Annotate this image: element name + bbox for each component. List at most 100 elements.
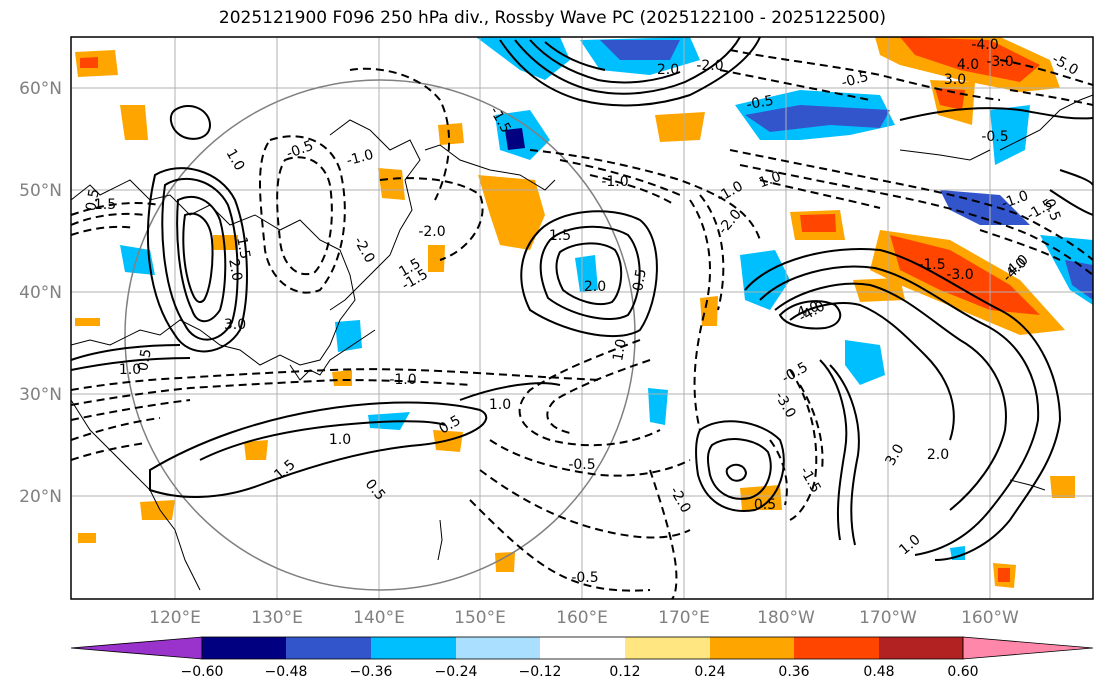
contour-label: 0.5: [1041, 197, 1064, 223]
x-tick-label: 170°E: [658, 608, 710, 628]
contour-label: -1.0: [601, 174, 628, 190]
contour-label: -4.0: [971, 37, 998, 53]
pos-patch: [80, 57, 98, 68]
pos-patch: [120, 105, 148, 140]
map-panel: [70, 36, 1094, 600]
pos-patch: [78, 533, 96, 543]
y-tick-label: 50°N: [19, 181, 62, 201]
pos-patch: [740, 485, 782, 510]
colorbar-tick-label: 0.60: [947, 664, 978, 680]
colorbar-bin: [540, 637, 625, 659]
x-tick-label: 140°E: [353, 608, 405, 628]
contour-label: 1.5: [549, 228, 571, 244]
pos-patch: [75, 318, 100, 326]
contour-label: -1.0: [345, 147, 376, 170]
y-tick-label: 60°N: [19, 79, 62, 99]
pos-patch: [438, 123, 464, 145]
reference-circle: [124, 79, 636, 591]
contour-label: -0.5: [571, 570, 598, 586]
colorbar-bin: [202, 637, 286, 659]
contour-label: 2.0: [657, 62, 679, 78]
neg-patch: [845, 340, 885, 385]
contour-label: -1.0: [389, 372, 416, 388]
contour-label: 1.0: [757, 169, 783, 192]
contour-label: -3.0: [986, 54, 1013, 70]
map-frame: [70, 36, 1094, 600]
colorbar-outline: [201, 636, 964, 660]
colorbar-tick-label: −0.60: [181, 664, 224, 680]
contour-label: -1.5: [918, 257, 945, 273]
contour-label: -3.0: [946, 267, 973, 283]
neg-patch: [600, 40, 680, 60]
colorbar-tick-label: 0.24: [694, 664, 725, 680]
pos-patch: [378, 168, 405, 200]
contour-label: -0.5: [568, 457, 595, 473]
y-tick-label: 30°N: [19, 385, 62, 405]
pos-patch: [900, 37, 1040, 82]
colorbar-tick-label: −0.24: [435, 664, 478, 680]
neg-patch: [745, 105, 890, 132]
colorbar-bin: [710, 637, 794, 659]
colorbar-tick-label: 0.12: [609, 664, 640, 680]
pos-patch: [495, 552, 515, 572]
colorbar-bin: [456, 637, 540, 659]
contour-label: 2.0: [584, 279, 606, 295]
contour-label: -2.0: [418, 224, 445, 240]
contour-label: 2.0: [225, 258, 245, 283]
pos-patch: [935, 88, 965, 110]
x-tick-label: 160°E: [556, 608, 608, 628]
pos-patch: [1050, 476, 1075, 498]
pos-patch: [140, 500, 175, 520]
contour-label: 1.0: [610, 338, 630, 363]
contour-label: 1.0: [329, 432, 351, 448]
pos-patch: [655, 112, 705, 142]
pos-patch: [244, 440, 268, 460]
colorbar-tick-label: −0.48: [265, 664, 308, 680]
y-tick-label: 40°N: [19, 283, 62, 303]
colorbar-tick-label: 0.36: [778, 664, 809, 680]
pos-patch: [700, 296, 718, 326]
colorbar-bin: [371, 637, 456, 659]
contour-label: 1.5: [233, 236, 253, 261]
map-title: 2025121900 F096 250 hPa div., Rossby Wav…: [218, 8, 887, 28]
contour-label: -2.0: [696, 58, 723, 74]
x-tick-label: 150°E: [454, 608, 506, 628]
x-axis: 120°E 130°E 140°E 150°E 160°E 170°E 180°…: [149, 608, 1019, 628]
colorbar-tick-label: −0.36: [350, 664, 393, 680]
colorbar-extend-high: [962, 636, 1094, 660]
pos-patch: [478, 175, 545, 250]
colorbar-bin: [879, 637, 963, 659]
contour-labels: -0.5-0.5-0.5-0.5-0.5-0.5-0.5-1.0-1.0-1.0…: [83, 37, 1081, 586]
pos-patch: [800, 214, 836, 232]
neg-patch: [740, 250, 790, 310]
x-tick-label: 170°W: [859, 608, 917, 628]
contour-label: 0.5: [135, 348, 155, 373]
pos-patch: [213, 235, 238, 250]
neg-patch: [335, 320, 362, 352]
contour-label: 1.5: [94, 197, 116, 213]
divergence-shading: [75, 37, 1093, 588]
contour-label: -0.5: [840, 69, 871, 92]
coastlines: [70, 94, 1094, 591]
colorbar-bin: [625, 637, 710, 659]
contour-label: 2.0: [927, 447, 949, 463]
contour-label: 3.0: [224, 317, 246, 333]
pos-patch: [890, 235, 1040, 315]
neg-patch: [505, 128, 525, 150]
colorbar-tick-label: −0.12: [519, 664, 562, 680]
pos-patch: [853, 278, 905, 302]
y-axis: 60°N 50°N 40°N 30°N 20°N: [19, 79, 62, 507]
colorbar-bin: [794, 637, 879, 659]
positive-contours: [70, 36, 1094, 561]
contour-label: 0.5: [83, 188, 103, 213]
contour-label: 1.0: [489, 397, 511, 413]
contour-label: 0.5: [754, 497, 776, 513]
contour-label: 3.0: [944, 72, 966, 88]
contour-label: 1.0: [119, 362, 141, 378]
x-tick-label: 130°E: [251, 608, 303, 628]
contour-label: 4.0: [795, 299, 821, 322]
x-tick-label: 120°E: [149, 608, 201, 628]
colorbar: −0.60 −0.48 −0.36 −0.24 −0.12 0.12 0.24 …: [70, 636, 1094, 680]
colorbar-extend-low: [70, 636, 203, 660]
